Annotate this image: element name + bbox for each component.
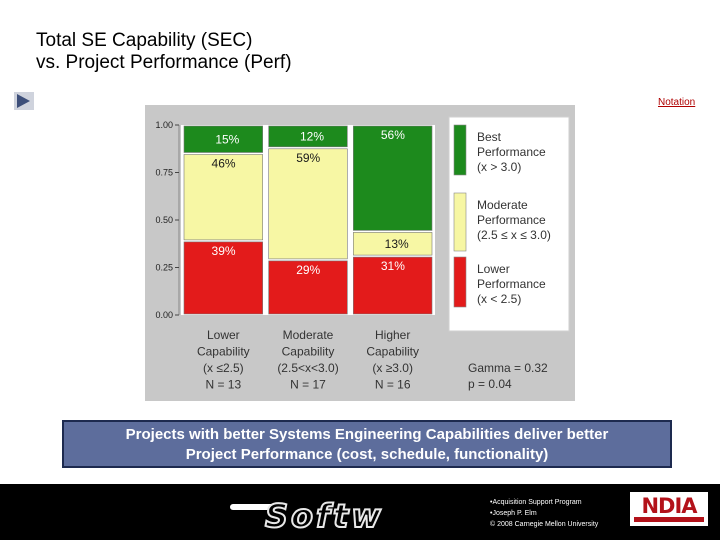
bar-segment xyxy=(268,125,348,148)
x-category-label: (x ≤2.5) xyxy=(203,361,244,375)
bar-value-label: 15% xyxy=(215,132,239,146)
bar-segment xyxy=(183,241,263,315)
legend-label: (x > 3.0) xyxy=(477,160,521,174)
x-category-label: Capability xyxy=(282,345,335,359)
sei-brand-wordmark: Softw xyxy=(264,496,384,536)
bar-segment xyxy=(353,256,433,315)
y-axis: 0.00 0.25 0.50 0.75 1.00 xyxy=(155,120,180,320)
x-axis-labels: Lower Capability (x ≤2.5) N = 13 Moderate Cap… xyxy=(197,328,419,392)
legend-label: (x < 2.5) xyxy=(477,292,521,306)
legend-box xyxy=(448,116,570,332)
y-tick-label: 0.75 xyxy=(155,168,173,178)
y-tick-label: 0.50 xyxy=(155,215,173,225)
bar-value-label: 13% xyxy=(385,237,409,251)
credit-line: © 2008 Carnegie Mellon University xyxy=(490,521,599,528)
legend-label: Performance xyxy=(477,213,546,227)
legend-label: Performance xyxy=(477,145,546,159)
play-arrow-icon[interactable] xyxy=(17,94,30,108)
stat-text: p = 0.04 xyxy=(468,377,512,391)
x-category-label: Moderate xyxy=(283,328,334,342)
legend-label: Best xyxy=(477,130,502,144)
bar-value-label: 12% xyxy=(300,129,324,143)
x-category-label: N = 16 xyxy=(375,378,411,392)
mosaic-chart: 0.000.250.500.751.00 39%46%15%29%59%12%3… xyxy=(145,105,575,401)
ndia-logo-text: NDIA xyxy=(641,494,697,518)
credit-line: •Joseph P. Elm xyxy=(490,510,537,517)
legend-label: Performance xyxy=(477,277,546,291)
stat-text: Gamma = 0.32 xyxy=(468,361,548,375)
footer-credits: •Acquisition Support Program •Joseph P. … xyxy=(490,497,598,530)
bar-value-label: 59% xyxy=(296,151,320,165)
x-category-label: Capability xyxy=(366,345,419,359)
notation-link[interactable]: Notation xyxy=(658,97,696,108)
bar-labels: 39% 46% 15% 29% 59% 12% 31% 13% 56% xyxy=(212,128,409,277)
banner-line-1: Projects with better Systems Engineering… xyxy=(125,426,609,443)
y-tick-label: 0.00 xyxy=(155,310,173,320)
ndia-logo-bar xyxy=(634,517,704,522)
bar-segment xyxy=(183,154,263,241)
bars xyxy=(183,125,433,315)
bar-segment xyxy=(268,260,348,315)
bar-value-label: 56% xyxy=(381,128,405,142)
stats: Gamma = 0.32 p = 0.04 xyxy=(468,361,548,391)
y-tick-label: 1.00 xyxy=(155,120,173,130)
bar-value-label: 31% xyxy=(381,259,405,273)
legend-label: Moderate xyxy=(477,198,528,212)
legend-swatch xyxy=(453,124,467,176)
slide-title: Total SE Capability (SEC) vs. Project Pe… xyxy=(36,30,292,74)
ndia-logo: NDIA xyxy=(630,492,708,526)
conclusion-banner: Projects with better Systems Engineering… xyxy=(62,420,672,468)
x-category-label: Capability xyxy=(197,345,250,359)
bar-segment xyxy=(353,125,433,231)
swoosh-graphic xyxy=(230,504,275,510)
bar-segment xyxy=(353,232,433,256)
bar-value-label: 39% xyxy=(212,244,236,258)
x-category-label: (x ≥3.0) xyxy=(372,361,413,375)
x-category-label: N = 13 xyxy=(205,378,241,392)
legend-swatch xyxy=(453,256,467,308)
x-category-label: N = 17 xyxy=(290,378,326,392)
title-line-1: Total SE Capability (SEC) xyxy=(36,30,253,51)
legend-swatch xyxy=(453,192,467,252)
title-line-2: vs. Project Performance (Perf) xyxy=(36,52,292,73)
x-category-label: (2.5<x<3.0) xyxy=(277,361,338,375)
bar-segment xyxy=(183,125,263,153)
footer-bar xyxy=(0,484,720,540)
x-category-label: Lower xyxy=(207,328,240,342)
bar-segment xyxy=(268,148,348,260)
bar-value-label: 29% xyxy=(296,263,320,277)
x-category-label: Higher xyxy=(375,328,410,342)
banner-line-2: Project Performance (cost, schedule, fun… xyxy=(185,446,549,463)
bar-value-label: 46% xyxy=(212,157,236,171)
credit-line: •Acquisition Support Program xyxy=(490,499,582,506)
legend-label: Lower xyxy=(477,262,510,276)
y-tick-label: 0.25 xyxy=(155,263,173,273)
legend-label: (2.5 ≤ x ≤ 3.0) xyxy=(477,228,551,242)
